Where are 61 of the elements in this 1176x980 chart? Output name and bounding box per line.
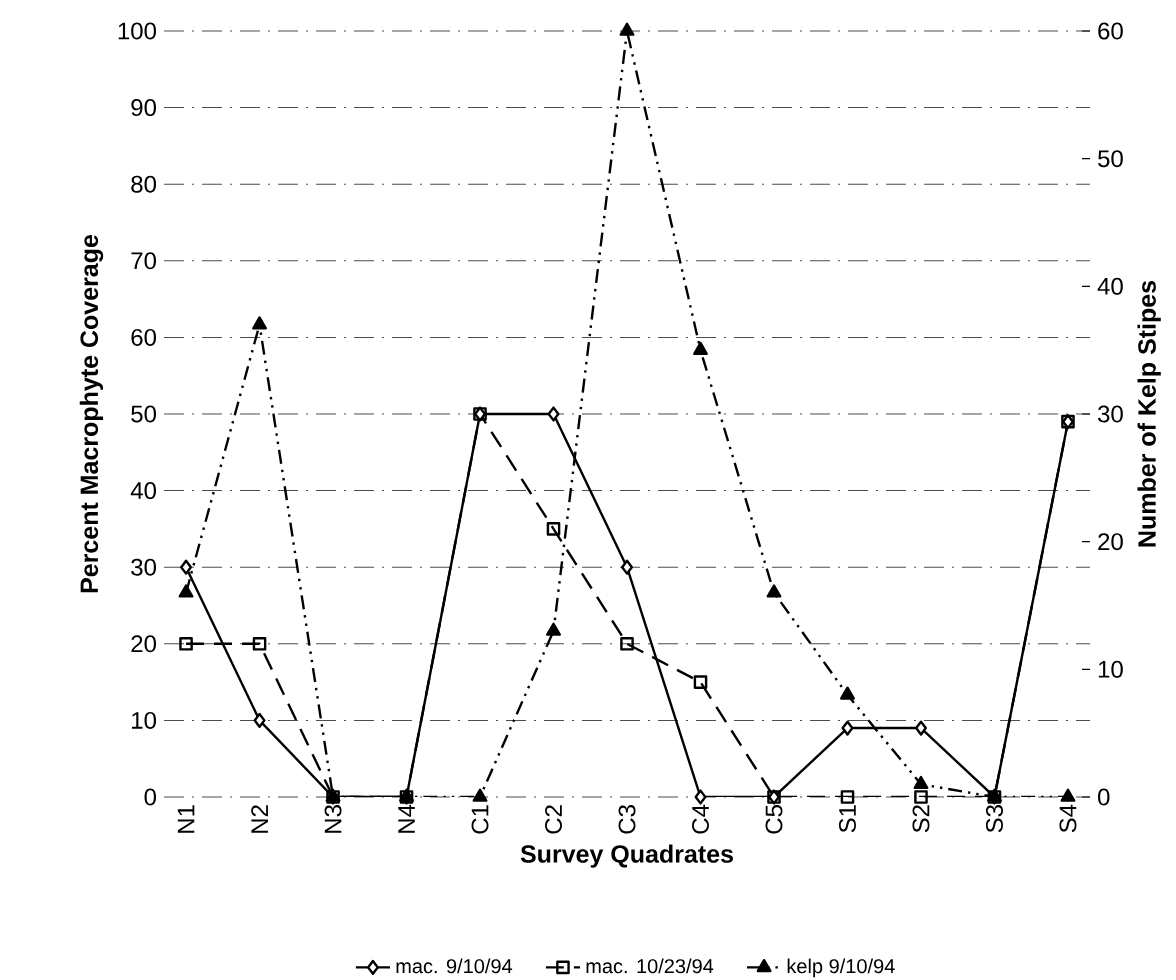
point xyxy=(840,790,855,804)
point xyxy=(179,637,193,651)
y2-tick-label: 10 xyxy=(1098,660,1123,678)
y-tick-label: 60 xyxy=(131,328,157,346)
point xyxy=(693,341,708,355)
x-tick-label: N2 xyxy=(251,805,268,833)
x-tick-label: N3 xyxy=(324,805,342,833)
y-tick-label: 70 xyxy=(131,252,157,270)
x-tick-label: C2 xyxy=(545,805,562,834)
point xyxy=(1060,788,1076,802)
x-tick-label: C5 xyxy=(765,805,783,834)
point xyxy=(841,720,854,736)
point xyxy=(913,775,929,790)
legend-label: mac. 9/10/94 xyxy=(396,958,513,974)
y-tick-label: 0 xyxy=(144,788,157,806)
x-tick-label: C3 xyxy=(618,805,636,834)
point xyxy=(546,622,561,636)
point xyxy=(253,712,266,728)
y-tick-label: 90 xyxy=(131,99,157,117)
x-axis-title: Survey Quadrates xyxy=(520,844,733,868)
legend-label: mac. 10/23/94 xyxy=(586,958,714,974)
point xyxy=(547,406,560,422)
legend-label: kelp 9/10/94 xyxy=(787,958,895,978)
point xyxy=(178,584,194,598)
x-tick-label: C4 xyxy=(692,804,709,834)
point xyxy=(914,790,928,804)
point xyxy=(472,788,488,802)
point xyxy=(252,316,267,330)
y-axis-title: Percent Macrophyte Coverage xyxy=(79,234,104,593)
x-tick-label: C1 xyxy=(471,805,489,834)
y2-axis-title: Number of Kelp Stipes xyxy=(1137,280,1161,547)
x-tick-label: S2 xyxy=(912,805,930,833)
x-tick-label: S3 xyxy=(985,805,1003,833)
y2-tick-label: 0 xyxy=(1098,788,1110,806)
y2-tick-label: 40 xyxy=(1097,277,1123,295)
x-tick-label: N1 xyxy=(177,805,195,833)
y-tick-label: 40 xyxy=(130,482,157,500)
point xyxy=(694,789,707,805)
x-tick-label: S1 xyxy=(839,805,856,833)
point xyxy=(546,522,561,536)
y2-tick-label: 60 xyxy=(1098,22,1123,40)
y2-tick-label: 30 xyxy=(1097,405,1123,423)
point xyxy=(619,22,635,36)
point xyxy=(621,559,634,575)
y2-tick-label: 20 xyxy=(1098,533,1123,551)
point xyxy=(620,637,634,651)
y-tick-label: 30 xyxy=(131,558,157,576)
point xyxy=(766,584,782,598)
x-tick-label: S4 xyxy=(1059,804,1077,833)
y-tick-label: 50 xyxy=(131,405,157,423)
x-tick-label: N4 xyxy=(398,804,415,833)
y-tick-label: 80 xyxy=(131,175,157,193)
point xyxy=(252,637,267,651)
point xyxy=(840,686,855,700)
y-tick-label: 20 xyxy=(131,635,157,653)
y-tick-label: 10 xyxy=(132,711,157,729)
point xyxy=(914,720,927,736)
point xyxy=(693,675,708,689)
point xyxy=(180,559,193,575)
y2-tick-label: 50 xyxy=(1098,150,1123,168)
y-tick-label: 100 xyxy=(118,22,156,40)
